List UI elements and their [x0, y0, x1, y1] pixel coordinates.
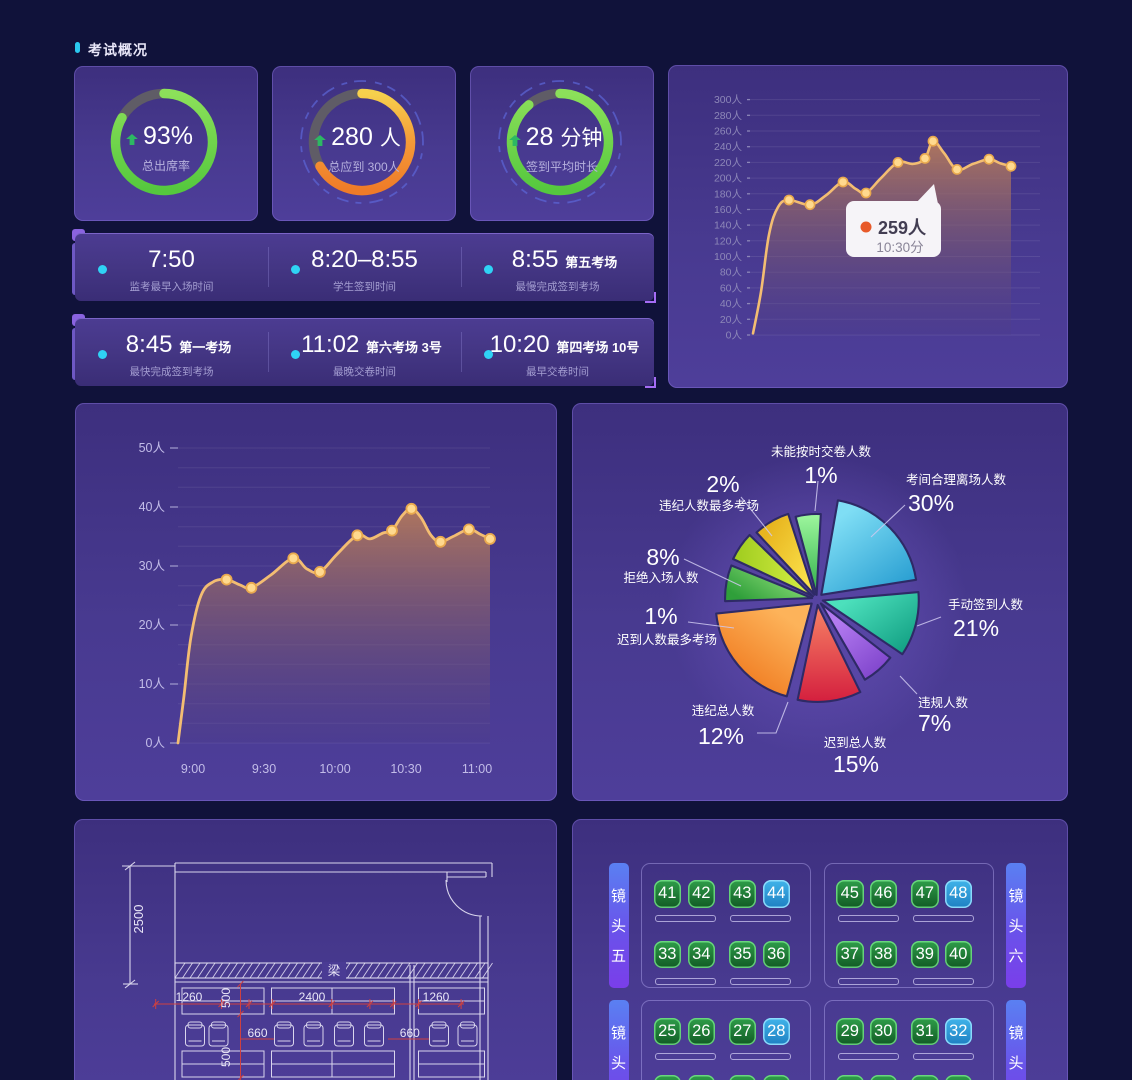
svg-text:10:30: 10:30 [390, 762, 421, 776]
svg-text:180人: 180人 [714, 188, 743, 200]
svg-text:40人: 40人 [720, 298, 743, 310]
svg-text:260人: 260人 [714, 126, 743, 138]
svg-text:500: 500 [219, 1047, 233, 1067]
svg-text:60人: 60人 [720, 282, 743, 294]
svg-text:梁: 梁 [328, 963, 341, 978]
svg-text:300人: 300人 [714, 94, 743, 106]
svg-text:9:00: 9:00 [181, 762, 205, 776]
svg-text:120人: 120人 [714, 235, 743, 247]
svg-text:660: 660 [247, 1026, 267, 1040]
svg-text:80人: 80人 [720, 267, 743, 279]
svg-text:20人: 20人 [139, 618, 166, 632]
svg-text:9:30: 9:30 [252, 762, 276, 776]
svg-text:20人: 20人 [720, 314, 743, 326]
svg-text:259人: 259人 [878, 218, 927, 238]
svg-text:0人: 0人 [146, 736, 166, 750]
svg-text:50人: 50人 [139, 441, 166, 455]
svg-text:10:00: 10:00 [319, 762, 350, 776]
svg-text:11:00: 11:00 [462, 762, 492, 776]
svg-text:220人: 220人 [714, 157, 743, 169]
svg-text:10人: 10人 [139, 677, 166, 691]
svg-text:240人: 240人 [714, 141, 743, 153]
svg-text:2500: 2500 [131, 905, 146, 934]
svg-text:140人: 140人 [714, 220, 743, 232]
svg-text:30人: 30人 [139, 559, 166, 573]
svg-text:200人: 200人 [714, 173, 743, 185]
svg-text:160人: 160人 [714, 204, 743, 216]
svg-text:1260: 1260 [423, 990, 450, 1004]
svg-text:660: 660 [400, 1026, 420, 1040]
svg-text:40人: 40人 [139, 500, 166, 514]
svg-text:0人: 0人 [726, 330, 743, 342]
svg-text:280人: 280人 [714, 110, 743, 122]
svg-text:1260: 1260 [176, 990, 203, 1004]
svg-text:500: 500 [219, 988, 233, 1008]
svg-text:100人: 100人 [714, 251, 743, 263]
svg-text:2400: 2400 [299, 990, 326, 1004]
svg-text:10:30分: 10:30分 [876, 240, 923, 255]
